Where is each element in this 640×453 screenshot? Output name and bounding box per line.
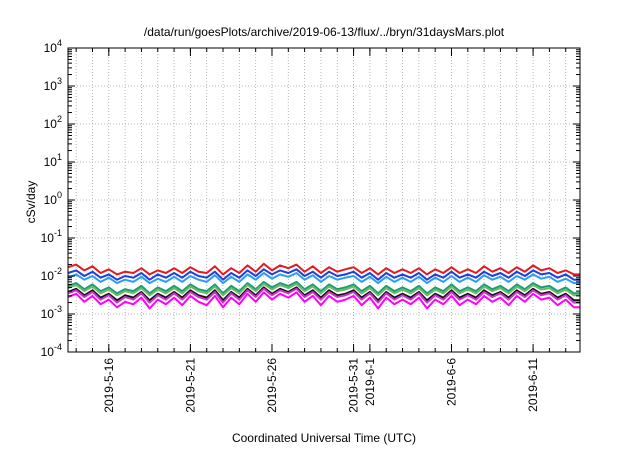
series-line-4 — [67, 280, 580, 295]
grid — [68, 48, 580, 352]
axes: 10-4 10-3 10-2 10-1 100 101 102 103 104 2019-5-16… — [41, 38, 580, 413]
x-tick-label: 2019-6-6 — [444, 358, 458, 406]
y-tick-label: 102 — [44, 114, 62, 131]
series-line-5 — [67, 282, 580, 297]
x-tick-label: 2019-5-16 — [102, 358, 116, 413]
x-tick-label: 2019-6-1 — [363, 358, 377, 406]
y-tick-label: 10-3 — [41, 304, 62, 321]
y-tick-label: 100 — [44, 190, 62, 207]
series-line-6 — [67, 286, 580, 302]
x-tick-label: 2019-6-11 — [526, 358, 540, 412]
x-tick-label: 2019-5-26 — [265, 358, 279, 413]
x-tick-label: 2019-5-31 — [347, 358, 361, 413]
y-tick-label: 101 — [44, 152, 62, 169]
y-tick-label: 10-1 — [41, 228, 62, 245]
series-line-7 — [67, 287, 580, 304]
series-line-2 — [67, 268, 580, 281]
y-tick-label: 104 — [44, 38, 62, 55]
series-line-1 — [67, 262, 580, 276]
x-axis-label: Coordinated Universal Time (UTC) — [232, 431, 416, 445]
y-tick-label: 103 — [44, 76, 62, 93]
y-tick-label: 10-4 — [41, 342, 62, 359]
chart-title: /data/run/goesPlots/archive/2019-06-13/f… — [144, 25, 505, 39]
x-tick-label: 2019-5-21 — [183, 358, 197, 413]
data-series — [67, 262, 580, 310]
y-axis-label: cSv/day — [24, 181, 38, 224]
y-tick-label: 10-2 — [41, 266, 62, 283]
series-line-3 — [67, 272, 580, 285]
series-line-8 — [67, 291, 580, 310]
